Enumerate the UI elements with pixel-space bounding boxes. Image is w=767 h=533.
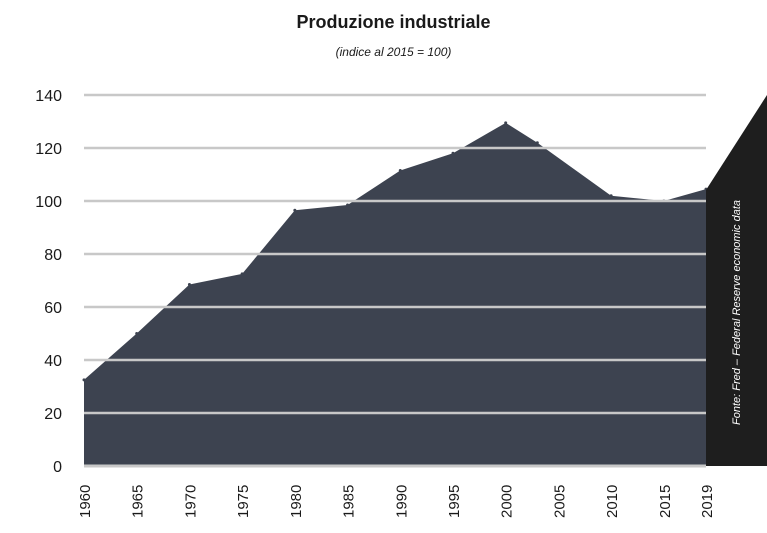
source-label: Fonte: Fred – Federal Reserve economic d…: [731, 200, 743, 425]
x-tick-label: 2015: [657, 485, 674, 518]
x-tick-label: 1975: [235, 485, 252, 518]
chart-title: Produzione industriale: [296, 12, 491, 32]
data-point: [504, 121, 508, 125]
data-point: [293, 208, 297, 212]
data-point: [82, 378, 86, 382]
y-tick-label: 140: [35, 88, 62, 105]
chart-subtitle: (indice al 2015 = 100): [335, 45, 452, 59]
x-tick-label: 1960: [77, 485, 94, 518]
y-tick-label: 80: [44, 247, 62, 264]
area-series: [84, 122, 706, 466]
source-panel: [706, 95, 767, 466]
y-tick-label: 0: [53, 459, 62, 476]
data-point: [398, 169, 402, 173]
x-tick-label: 1990: [393, 485, 410, 518]
x-tick-label: 2010: [604, 485, 621, 518]
x-tick-label: 2019: [699, 485, 716, 518]
x-tick-label: 2000: [499, 485, 516, 518]
data-point: [346, 203, 350, 207]
data-point: [240, 272, 244, 276]
y-tick-label: 60: [44, 300, 62, 317]
x-tick-label: 1995: [446, 485, 463, 518]
y-tick-label: 100: [35, 194, 62, 211]
y-tick-label: 20: [44, 406, 62, 423]
x-tick-label: 1985: [341, 485, 358, 518]
data-point: [135, 332, 139, 335]
x-tick-label: 1965: [130, 485, 147, 518]
x-tick-label: 1980: [288, 485, 305, 518]
data-point: [609, 194, 613, 198]
y-tick-label: 40: [44, 353, 62, 370]
x-tick-label: 2005: [551, 485, 568, 518]
x-tick-label: 1970: [182, 485, 199, 518]
data-point: [535, 141, 539, 145]
data-point: [451, 151, 455, 155]
data-point: [187, 282, 191, 286]
y-tick-label: 120: [35, 141, 62, 158]
